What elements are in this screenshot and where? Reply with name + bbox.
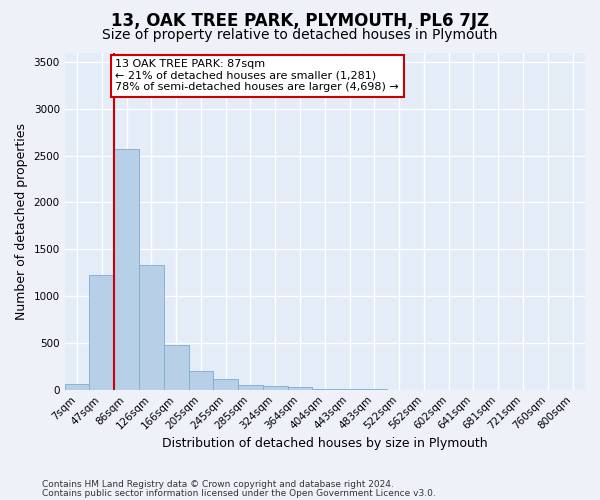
Bar [188, 371, 214, 390]
Bar [114, 149, 139, 390]
Text: Contains HM Land Registry data © Crown copyright and database right 2024.: Contains HM Land Registry data © Crown c… [42, 480, 394, 489]
Bar [313, 389, 337, 390]
Bar [214, 380, 238, 390]
Y-axis label: Number of detached properties: Number of detached properties [15, 122, 28, 320]
Bar [164, 345, 188, 390]
Bar [287, 387, 313, 390]
Text: 13 OAK TREE PARK: 87sqm
← 21% of detached houses are smaller (1,281)
78% of semi: 13 OAK TREE PARK: 87sqm ← 21% of detache… [115, 59, 399, 92]
Bar [263, 386, 287, 390]
Text: Contains public sector information licensed under the Open Government Licence v3: Contains public sector information licen… [42, 488, 436, 498]
Text: 13, OAK TREE PARK, PLYMOUTH, PL6 7JZ: 13, OAK TREE PARK, PLYMOUTH, PL6 7JZ [111, 12, 489, 30]
Bar [65, 384, 89, 390]
Text: Size of property relative to detached houses in Plymouth: Size of property relative to detached ho… [102, 28, 498, 42]
X-axis label: Distribution of detached houses by size in Plymouth: Distribution of detached houses by size … [162, 437, 488, 450]
Bar [89, 276, 114, 390]
Bar [238, 384, 263, 390]
Bar [139, 265, 164, 390]
